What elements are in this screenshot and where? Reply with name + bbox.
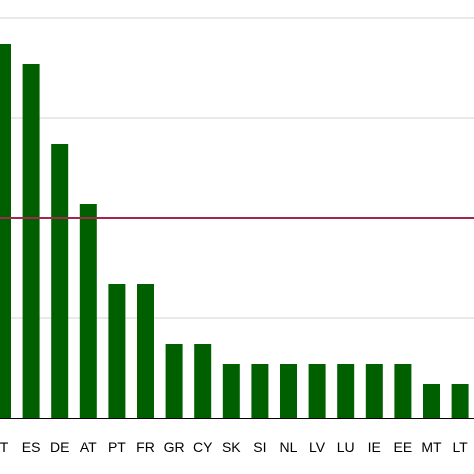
bar-nl-10 xyxy=(280,364,297,418)
x-tick-label: SI xyxy=(253,439,266,455)
bar-si-9 xyxy=(251,364,269,418)
x-tick-label: AT xyxy=(80,439,97,455)
bar-lv-11 xyxy=(308,364,326,418)
x-tick-label: SK xyxy=(222,439,241,455)
bar-lt-0 xyxy=(0,44,11,418)
x-tick-label: LV xyxy=(309,439,326,455)
bars xyxy=(0,44,469,418)
bar-pt-4 xyxy=(108,284,126,418)
bar-ie-13 xyxy=(365,364,383,418)
x-tick-label: LT xyxy=(452,439,468,455)
x-tick-label: EE xyxy=(394,439,413,455)
x-tick-label: DE xyxy=(50,439,69,455)
bar-gr-6 xyxy=(165,344,183,418)
x-tick-label: PT xyxy=(108,439,126,455)
x-tick-label: NL xyxy=(280,439,298,455)
gridlines xyxy=(0,17,474,319)
x-tick-labels: T ES DE AT PT FR GR CY SK SI NL LV LU IE EE MT LT xyxy=(0,439,468,455)
bar-sk-8 xyxy=(222,364,240,418)
x-tick-label: T xyxy=(0,439,9,455)
bar-mt-15 xyxy=(423,384,440,418)
x-tick-label: MT xyxy=(421,439,442,455)
x-tick-label: LU xyxy=(337,439,355,455)
bar-es-1 xyxy=(22,64,40,418)
bar-cy-7 xyxy=(194,344,212,418)
bar-lt-16 xyxy=(451,384,469,418)
x-tick-label: CY xyxy=(193,439,213,455)
x-tick-label: FR xyxy=(136,439,155,455)
bar-de-2 xyxy=(51,144,69,418)
x-tick-label: IE xyxy=(368,439,381,455)
bar-at-3 xyxy=(79,204,97,418)
x-tick-label: ES xyxy=(22,439,41,455)
bar-ee-14 xyxy=(394,364,412,418)
x-tick-label: GR xyxy=(164,439,185,455)
bar-lu-12 xyxy=(337,364,355,418)
bar-fr-5 xyxy=(137,284,154,418)
